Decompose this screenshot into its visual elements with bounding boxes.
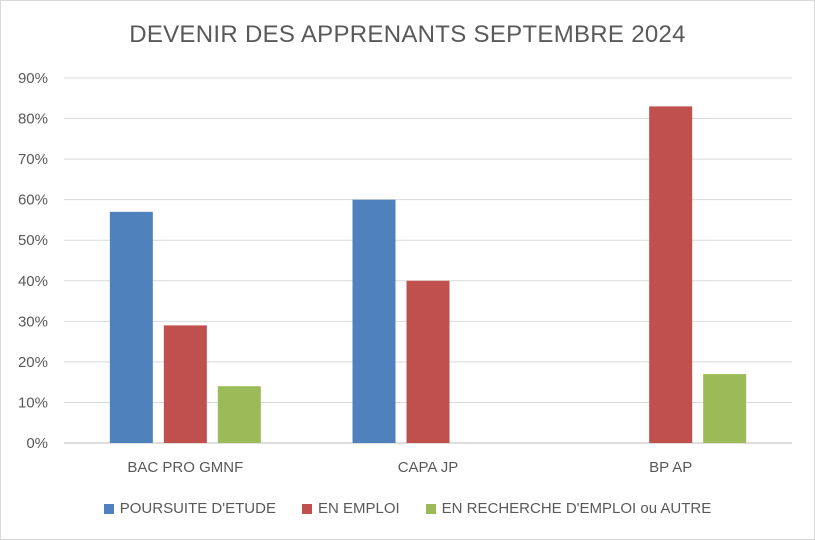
x-tick-label: BAC PRO GMNF [127,459,243,476]
legend-item: EN EMPLOI [301,500,400,517]
x-tick-label: BP AP [649,459,692,476]
y-tick-label: 10% [18,394,48,411]
legend-swatch [103,503,114,514]
y-tick-label: 80% [18,111,48,128]
y-tick-label: 20% [18,354,48,371]
x-tick-label: CAPA JP [398,459,459,476]
legend-swatch [425,503,436,514]
y-tick-label: 90% [18,70,48,87]
bar [703,374,747,443]
y-tick-label: 70% [18,151,48,168]
y-tick-label: 30% [18,313,48,330]
legend-item: EN RECHERCHE D'EMPLOI ou AUTRE [425,500,712,517]
y-tick-label: 40% [18,273,48,290]
bar [649,106,693,443]
legend-item: POURSUITE D'ETUDE [103,500,276,517]
legend-label: POURSUITE D'ETUDE [119,500,276,517]
legend-label: EN RECHERCHE D'EMPLOI ou AUTRE [441,500,712,517]
bar [109,211,153,443]
legend: POURSUITE D'ETUDE EN EMPLOI EN RECHERCHE D… [1,500,814,517]
y-tick-label: 0% [26,435,48,452]
bar [352,199,396,443]
y-tick-label: 50% [18,232,48,249]
bar [406,280,450,443]
bar [217,386,261,443]
legend-label: EN EMPLOI [317,500,400,517]
legend-swatch [301,503,312,514]
y-tick-label: 60% [18,192,48,209]
bar [163,325,207,443]
chart-title: DEVENIR DES APPRENANTS SEPTEMBRE 2024 [129,21,686,48]
